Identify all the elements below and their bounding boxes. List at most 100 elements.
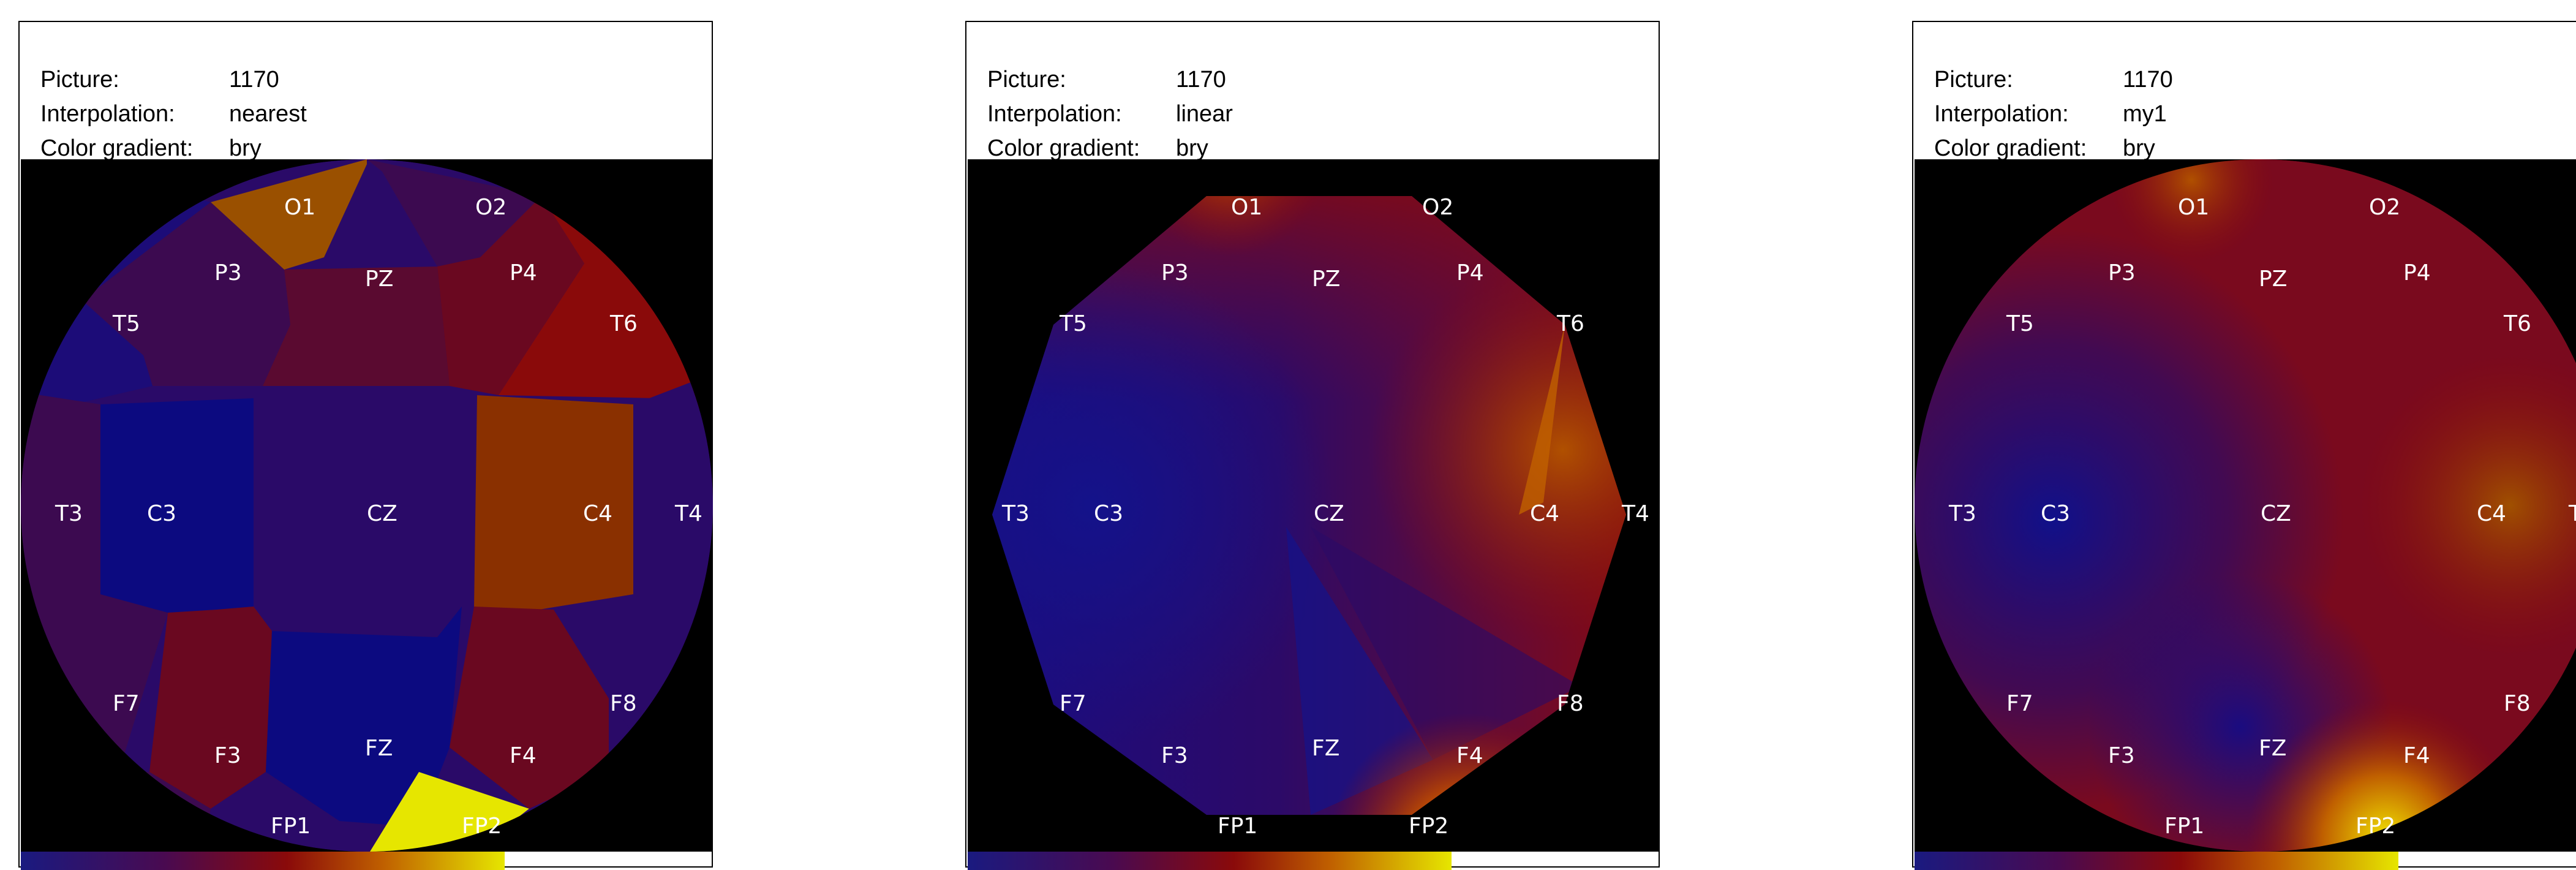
electrode-t3: T3 — [1948, 501, 1976, 526]
electrode-pz: PZ — [1312, 267, 1340, 292]
electrode-f3: F3 — [1161, 743, 1188, 768]
electrode-f8: F8 — [1557, 691, 1584, 716]
picture-row: Picture: 1170 — [987, 66, 1226, 93]
electrode-o2: O2 — [475, 195, 507, 220]
electrode-t4: T4 — [674, 501, 702, 526]
electrode-pz: PZ — [2259, 267, 2287, 292]
region-p4 — [437, 196, 584, 395]
electrode-f7: F7 — [113, 691, 140, 716]
electrode-fp1: FP1 — [1218, 814, 1257, 839]
electrode-f3: F3 — [2108, 743, 2135, 768]
electrode-t6: T6 — [2503, 311, 2531, 336]
panel-frame: Picture: 1170 Interpolation: linear Colo… — [965, 21, 1660, 870]
electrode-f4: F4 — [1456, 743, 1483, 768]
gradient-value: bry — [229, 135, 262, 161]
topographic-map: O1 O2 P3 PZ P4 T5 T6 T3 C3 CZ C4 T4 F7 F… — [968, 159, 1660, 852]
gradient-label: Color gradient: — [40, 135, 194, 161]
electrode-cz: CZ — [1314, 501, 1344, 526]
electrode-t3: T3 — [55, 501, 83, 526]
topographic-map: O1 O2 P3 PZ P4 T5 T6 T3 C3 CZ C4 T4 F7 F… — [1915, 159, 2576, 852]
electrode-f7: F7 — [2006, 691, 2033, 716]
electrode-cz: CZ — [367, 501, 397, 526]
panel-frame: Picture: 1170 Interpolation: my1 Color g… — [1912, 21, 2576, 870]
electrode-t6: T6 — [1556, 311, 1584, 336]
region-c3 — [100, 398, 254, 613]
electrode-c3: C3 — [1094, 501, 1123, 526]
gradient-label: Color gradient: — [987, 135, 1140, 161]
electrode-t5: T5 — [2006, 311, 2034, 336]
gradient-row: Color gradient: bry — [1934, 135, 2155, 162]
electrode-p4: P4 — [1456, 260, 1484, 286]
interpolation-value: nearest — [229, 101, 307, 127]
interpolation-label: Interpolation: — [1934, 101, 2069, 127]
electrode-fz: FZ — [2259, 736, 2286, 761]
region-cz — [254, 395, 477, 607]
electrode-c4: C4 — [583, 501, 612, 526]
gradient-label: Color gradient: — [1934, 135, 2087, 161]
interpolation-row: Interpolation: linear — [987, 100, 1233, 127]
electrode-p4: P4 — [2403, 260, 2431, 286]
region-pz — [263, 267, 450, 386]
electrode-c3: C3 — [147, 501, 176, 526]
picture-value: 1170 — [1176, 67, 1226, 93]
picture-value: 1170 — [2123, 67, 2173, 93]
gradient-row: Color gradient: bry — [40, 135, 262, 162]
picture-label: Picture: — [40, 67, 119, 93]
picture-row: Picture: 1170 — [1934, 66, 2173, 93]
electrode-fz: FZ — [1312, 736, 1339, 761]
electrode-pz: PZ — [365, 267, 393, 292]
interpolation-value: my1 — [2123, 101, 2167, 127]
picture-label: Picture: — [1934, 67, 2013, 93]
interpolation-row: Interpolation: nearest — [40, 100, 307, 127]
topomap-panel-nearest: Picture: 1170 Interpolation: nearest Col… — [18, 21, 713, 870]
electrode-f4: F4 — [510, 743, 537, 768]
electrode-labels: O1 O2 P3 PZ P4 T5 T6 T3 C3 CZ C4 T4 F7 F… — [55, 195, 702, 839]
electrode-fz: FZ — [365, 736, 393, 761]
gradient-value: bry — [2123, 135, 2155, 161]
electrode-f8: F8 — [610, 691, 637, 716]
topographic-map: O1 O2 P3 PZ P4 T5 T6 T3 C3 CZ C4 T4 F7 F… — [21, 159, 713, 852]
electrode-p3: P3 — [214, 260, 242, 286]
electrode-c4: C4 — [2477, 501, 2506, 526]
electrode-o2: O2 — [2369, 195, 2400, 220]
electrode-o1: O1 — [1231, 195, 1262, 220]
interpolation-row: Interpolation: my1 — [1934, 100, 2167, 127]
topomap-panel-linear: Picture: 1170 Interpolation: linear Colo… — [965, 21, 1660, 870]
electrode-fp1: FP1 — [2164, 814, 2204, 839]
electrode-f7: F7 — [1060, 691, 1087, 716]
electrode-labels: O1 O2 P3 PZ P4 T5 T6 T3 C3 CZ C4 T4 F7 F… — [1001, 195, 1649, 839]
info-box: Picture: 1170 Interpolation: nearest Col… — [20, 22, 712, 161]
info-box: Picture: 1170 Interpolation: my1 Color g… — [1913, 22, 2576, 161]
electrode-p4: P4 — [510, 260, 537, 286]
interpolation-value: linear — [1176, 101, 1233, 127]
picture-value: 1170 — [229, 67, 279, 93]
electrode-fp2: FP2 — [462, 814, 502, 839]
electrode-f4: F4 — [2403, 743, 2430, 768]
electrode-o2: O2 — [1422, 195, 1453, 220]
electrode-t4: T4 — [1621, 501, 1649, 526]
electrode-fp2: FP2 — [1409, 814, 1448, 839]
electrode-t6: T6 — [609, 311, 638, 336]
electrode-o1: O1 — [2178, 195, 2209, 220]
region-f4 — [450, 607, 609, 809]
region-f3 — [149, 607, 272, 809]
color-scale-bar — [968, 852, 1452, 870]
electrode-fp2: FP2 — [2356, 814, 2395, 839]
electrode-p3: P3 — [2108, 260, 2136, 286]
interpolation-label: Interpolation: — [987, 101, 1122, 127]
electrode-t5: T5 — [112, 311, 140, 336]
picture-row: Picture: 1170 — [40, 66, 279, 93]
gradient-value: bry — [1176, 135, 1208, 161]
electrode-cz: CZ — [2261, 501, 2291, 526]
color-scale-bar — [1915, 852, 2398, 870]
region-o1 — [211, 159, 367, 270]
electrode-f3: F3 — [214, 743, 241, 768]
gradient-row: Color gradient: bry — [987, 135, 1208, 162]
interpolation-label: Interpolation: — [40, 101, 175, 127]
electrode-o1: O1 — [284, 195, 315, 220]
electrode-labels: O1 O2 P3 PZ P4 T5 T6 T3 C3 CZ C4 T4 F7 F… — [1948, 195, 2576, 839]
topomap-panel-my1: Picture: 1170 Interpolation: my1 Color g… — [1912, 21, 2576, 870]
picture-label: Picture: — [987, 67, 1066, 93]
electrode-c4: C4 — [1530, 501, 1559, 526]
electrode-t3: T3 — [1001, 501, 1030, 526]
